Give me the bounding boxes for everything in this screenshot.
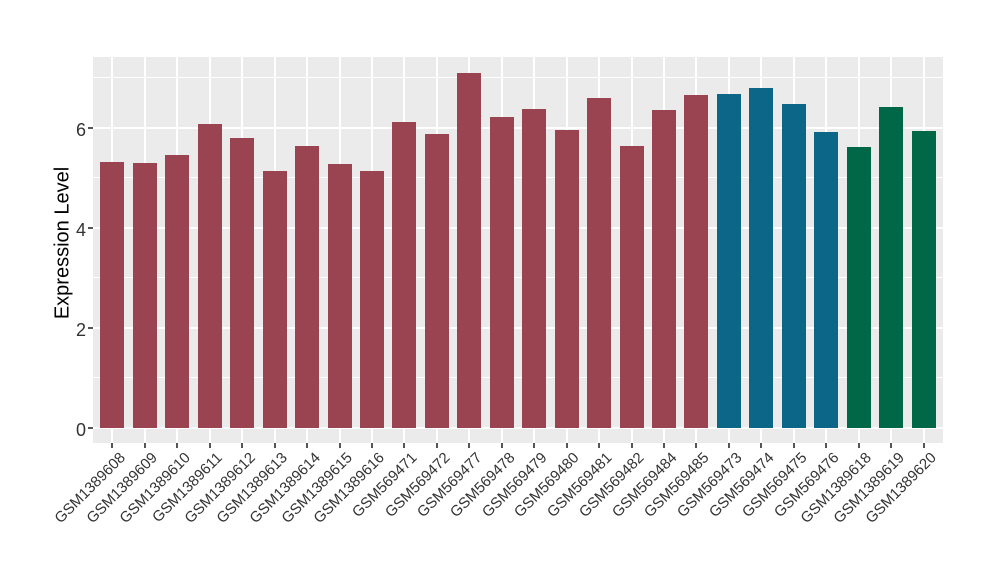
bar-GSM569484 [651, 110, 676, 428]
y-axis-title: Expression Level [51, 166, 74, 320]
x-tick-mark [208, 443, 211, 448]
bar-GSM1389613 [262, 171, 287, 428]
bar-GSM569476 [814, 132, 839, 428]
y-tick-mark [88, 327, 93, 329]
y-tick-mark [88, 127, 93, 129]
x-tick-mark [338, 443, 341, 448]
minor-gridline [93, 377, 943, 378]
x-tick-mark [306, 443, 309, 448]
x-tick-mark [727, 443, 730, 448]
y-tick-label: 0 [75, 420, 86, 440]
bar-GSM1389612 [230, 138, 255, 428]
major-gridline [93, 427, 943, 429]
y-tick-label: 2 [75, 320, 86, 340]
x-tick-mark [500, 443, 503, 448]
bar-GSM1389619 [879, 107, 904, 428]
x-tick-mark [792, 443, 795, 448]
bar-GSM1389608 [100, 162, 125, 428]
minor-gridline [93, 277, 943, 278]
major-gridline [93, 327, 943, 329]
bar-GSM569474 [749, 88, 774, 428]
bar-GSM569481 [587, 98, 612, 428]
bar-GSM569472 [424, 134, 449, 428]
x-tick-mark [176, 443, 179, 448]
minor-gridline [93, 77, 943, 78]
x-tick-mark [662, 443, 665, 448]
bar-GSM1389618 [846, 147, 871, 428]
bar-GSM1389614 [295, 146, 320, 428]
major-gridline [93, 227, 943, 229]
x-tick-mark [435, 443, 438, 448]
bar-GSM1389609 [132, 163, 157, 428]
bar-GSM1389611 [197, 124, 222, 428]
x-tick-mark [273, 443, 276, 448]
major-gridline [93, 127, 943, 129]
x-tick-mark [598, 443, 601, 448]
bar-GSM569480 [554, 130, 579, 428]
y-tick-label: 4 [75, 220, 86, 240]
x-tick-mark [890, 443, 893, 448]
bar-GSM569485 [684, 95, 709, 428]
x-tick-mark [533, 443, 536, 448]
x-tick-mark [922, 443, 925, 448]
y-tick-label: 6 [75, 120, 86, 140]
bar-GSM569479 [522, 109, 547, 428]
bar-GSM569482 [619, 146, 644, 428]
x-tick-mark [630, 443, 633, 448]
bar-GSM1389610 [165, 155, 190, 428]
y-tick-mark [88, 427, 93, 429]
x-tick-mark [143, 443, 146, 448]
bar-GSM569477 [457, 73, 482, 428]
bar-GSM1389620 [911, 131, 936, 428]
bar-GSM569471 [392, 122, 417, 428]
x-tick-mark [760, 443, 763, 448]
plot-panel [93, 57, 943, 443]
bar-GSM569478 [489, 117, 514, 428]
x-tick-mark [111, 443, 114, 448]
x-tick-mark [403, 443, 406, 448]
x-tick-mark [695, 443, 698, 448]
x-tick-mark [825, 443, 828, 448]
bar-GSM1389616 [360, 171, 384, 428]
y-tick-mark [88, 227, 93, 229]
x-tick-mark [857, 443, 860, 448]
x-tick-mark [371, 443, 373, 448]
minor-gridline [93, 177, 943, 178]
x-tick-mark [241, 443, 244, 448]
x-tick-mark [468, 443, 471, 448]
bar-GSM1389615 [327, 164, 352, 428]
x-tick-mark [565, 443, 568, 448]
bar-GSM569473 [716, 94, 741, 428]
bar-GSM569475 [781, 104, 806, 428]
